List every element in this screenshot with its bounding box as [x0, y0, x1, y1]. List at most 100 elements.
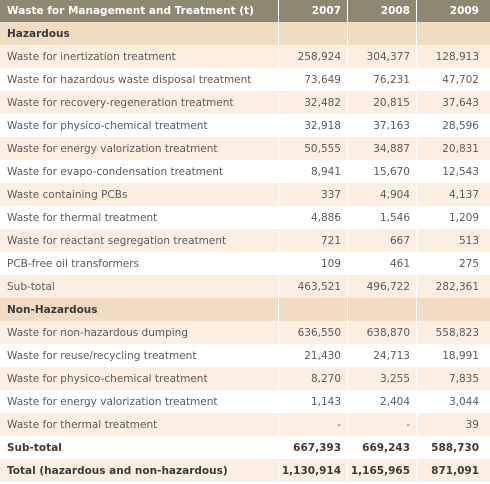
cell-value: 304,377 [347, 45, 416, 68]
cell-value: 667 [347, 229, 416, 252]
row-label: Non-Hazardous [7, 303, 98, 316]
cell-value: 128,913 [416, 45, 485, 68]
data-row: Waste for reactant segregation treatment… [0, 229, 490, 252]
cell-value: 513 [416, 229, 485, 252]
cell-value: 50,555 [278, 137, 347, 160]
cell-value [347, 22, 416, 45]
cell-value: 39 [416, 413, 485, 436]
cell-value: 1,546 [347, 206, 416, 229]
cell-value: 3,044 [416, 390, 485, 413]
cell-value: 109 [278, 252, 347, 275]
data-row: Waste for energy valorization treatment 5… [0, 137, 490, 160]
row-label: Waste for energy valorization treatment [7, 395, 218, 408]
cell-value: 2009 [416, 0, 485, 22]
data-row: Waste for recovery-regeneration treatmen… [0, 91, 490, 114]
data-row: Waste for evapo-condensation treatment 8,… [0, 160, 490, 183]
cell-value: 1,143 [278, 390, 347, 413]
row-label: Waste for evapo-condensation treatment [7, 165, 224, 178]
row-label: Waste containing PCBs [7, 188, 128, 201]
row-label: Waste for hazardous waste disposal treat… [7, 73, 252, 86]
cell-value: 2,404 [347, 390, 416, 413]
cell-value: 669,243 [347, 436, 416, 459]
cell-value [278, 298, 347, 321]
cell-value: 638,870 [347, 321, 416, 344]
cell-value: 32,918 [278, 114, 347, 137]
data-row: Waste for reuse/recycling treatment 21,43… [0, 344, 490, 367]
cell-value: - [347, 413, 416, 436]
cell-value [416, 298, 485, 321]
cell-value: 76,231 [347, 68, 416, 91]
data-row: Waste for thermal treatment 4,886 1,546 1,2… [0, 206, 490, 229]
cell-value: 47,702 [416, 68, 485, 91]
cell-value: - [278, 413, 347, 436]
cell-value: 1,165,965 [347, 459, 416, 482]
cell-value: 2007 [278, 0, 347, 22]
row-label: Waste for Management and Treatment (t) [7, 5, 254, 17]
cell-value: 667,393 [278, 436, 347, 459]
row-label: Sub-total [7, 441, 62, 454]
header-row: Waste for Management and Treatment (t) 20… [0, 0, 490, 22]
cell-value: 461 [347, 252, 416, 275]
data-row: Waste for energy valorization treatment 1… [0, 390, 490, 413]
row-label: Waste for reuse/recycling treatment [7, 349, 197, 362]
total-row: Total (hazardous and non-hazardous) 1,130… [0, 459, 490, 482]
cell-value: 871,091 [416, 459, 485, 482]
row-label: Waste for recovery-regeneration treatmen… [7, 96, 234, 109]
row-label: Waste for reactant segregation treatment [7, 234, 227, 247]
row-label: Waste for physico-chemical treatment [7, 372, 208, 385]
row-label: Waste for energy valorization treatment [7, 142, 218, 155]
data-row: Waste containing PCBs 337 4,904 4,137 [0, 183, 490, 206]
cell-value: 18,991 [416, 344, 485, 367]
cell-value: 4,886 [278, 206, 347, 229]
cell-value: 21,430 [278, 344, 347, 367]
row-label: PCB-free oil transformers [7, 257, 140, 270]
cell-value: 275 [416, 252, 485, 275]
cell-value: 463,521 [278, 275, 347, 298]
cell-value: 3,255 [347, 367, 416, 390]
cell-value: 24,713 [347, 344, 416, 367]
cell-value: 34,887 [347, 137, 416, 160]
row-label: Hazardous [7, 27, 70, 40]
cell-value: 496,722 [347, 275, 416, 298]
data-row: PCB-free oil transformers 109 461 275 [0, 252, 490, 275]
cell-value: 8,270 [278, 367, 347, 390]
cell-value: 20,831 [416, 137, 485, 160]
cell-value: 1,209 [416, 206, 485, 229]
subtotal-row: Sub-total 667,393 669,243 588,730 [0, 436, 490, 459]
cell-value: 4,904 [347, 183, 416, 206]
cell-value: 37,163 [347, 114, 416, 137]
cell-value: 4,137 [416, 183, 485, 206]
data-row: Waste for physico-chemical treatment 8,27… [0, 367, 490, 390]
data-row: Waste for inertization treatment 258,924 3… [0, 45, 490, 68]
cell-value: 2008 [347, 0, 416, 22]
row-label: Total (hazardous and non-hazardous) [7, 464, 228, 477]
cell-value [416, 22, 485, 45]
cell-value: 12,543 [416, 160, 485, 183]
section-header: Non-Hazardous [0, 298, 490, 321]
row-label: Sub-total [7, 280, 55, 293]
cell-value: 28,596 [416, 114, 485, 137]
cell-value: 8,941 [278, 160, 347, 183]
cell-value: 32,482 [278, 91, 347, 114]
cell-value: 721 [278, 229, 347, 252]
cell-value: 73,649 [278, 68, 347, 91]
section-header: Hazardous [0, 22, 490, 45]
row-label: Waste for thermal treatment [7, 211, 158, 224]
cell-value: 15,670 [347, 160, 416, 183]
subtotal-row: Sub-total 463,521 496,722 282,361 [0, 275, 490, 298]
row-label: Waste for inertization treatment [7, 50, 176, 63]
cell-value: 636,550 [278, 321, 347, 344]
cell-value: 20,815 [347, 91, 416, 114]
cell-value: 258,924 [278, 45, 347, 68]
cell-value: 7,835 [416, 367, 485, 390]
cell-value [278, 22, 347, 45]
data-row: Waste for physico-chemical treatment 32,9… [0, 114, 490, 137]
cell-value: 282,361 [416, 275, 485, 298]
row-label: Waste for physico-chemical treatment [7, 119, 208, 132]
cell-value: 337 [278, 183, 347, 206]
row-label: Waste for non-hazardous dumping [7, 326, 188, 339]
data-row: Waste for hazardous waste disposal treat… [0, 68, 490, 91]
cell-value: 1,130,914 [278, 459, 347, 482]
cell-value: 588,730 [416, 436, 485, 459]
